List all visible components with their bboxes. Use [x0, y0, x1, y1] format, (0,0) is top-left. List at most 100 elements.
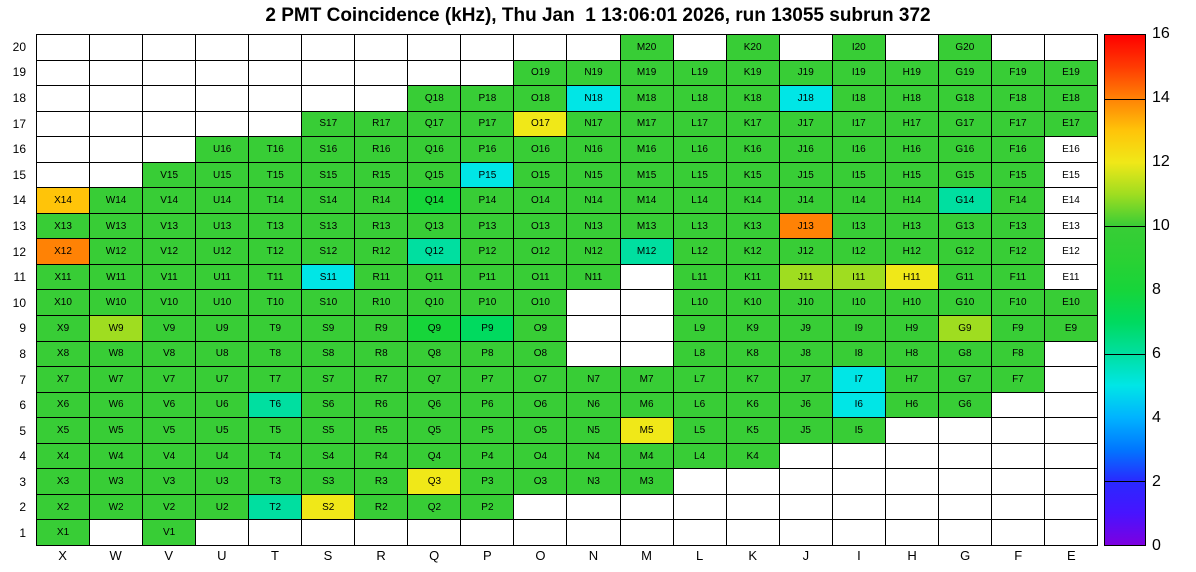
x-axis-label-R: R	[376, 548, 386, 563]
heatmap-cell-Q10: Q10	[408, 290, 461, 316]
x-axis-label-U: U	[217, 548, 227, 563]
heatmap-cell-W12: W12	[90, 239, 143, 264]
heatmap-cell-empty	[779, 469, 832, 494]
heatmap-cell-I10: I10	[832, 290, 885, 316]
heatmap-cell-V11: V11	[143, 264, 196, 290]
heatmap-cell-N19: N19	[567, 60, 620, 86]
heatmap-cell-F14: F14	[991, 188, 1044, 213]
heatmap-cell-empty	[514, 35, 567, 60]
x-axis-label-O: O	[535, 548, 546, 563]
heatmap-cell-P15: P15	[461, 162, 514, 188]
heatmap-cell-L8: L8	[673, 341, 726, 367]
heatmap-cell-P7: P7	[461, 367, 514, 392]
heatmap-cell-empty	[196, 111, 249, 137]
heatmap-cell-T14: T14	[249, 188, 302, 213]
colorbar-tick-line-14	[1105, 98, 1145, 100]
y-axis-label-1: 1	[19, 526, 26, 541]
y-axis-label-17: 17	[12, 116, 26, 131]
heatmap-cell-U6: U6	[196, 392, 249, 418]
heatmap-cell-S15: S15	[302, 162, 355, 188]
heatmap-cell-N7: N7	[567, 367, 620, 392]
heatmap-cell-Q3: Q3	[408, 469, 461, 494]
heatmap-cell-K4: K4	[726, 443, 779, 469]
heatmap-cell-empty	[991, 418, 1044, 443]
heatmap-cell-L10: L10	[673, 290, 726, 316]
heatmap-cell-S3: S3	[302, 469, 355, 494]
heatmap-cell-empty	[779, 494, 832, 520]
heatmap-cell-empty	[620, 520, 673, 545]
heatmap-cell-V12: V12	[143, 239, 196, 264]
heatmap-cell-N5: N5	[567, 418, 620, 443]
heatmap-cell-empty	[938, 520, 991, 545]
heatmap-cell-S9: S9	[302, 316, 355, 341]
heatmap-cell-P13: P13	[461, 213, 514, 239]
x-axis-label-H: H	[907, 548, 917, 563]
heatmap-cell-W7: W7	[90, 367, 143, 392]
heatmap-cell-V10: V10	[143, 290, 196, 316]
colorbar-tick-label-16: 16	[1152, 25, 1170, 42]
heatmap-cell-empty	[673, 520, 726, 545]
heatmap-cell-empty	[355, 60, 408, 86]
heatmap-cell-K11: K11	[726, 264, 779, 290]
heatmap-cell-O12: O12	[514, 239, 567, 264]
heatmap-cell-E14: E14	[1044, 188, 1097, 213]
y-axis-label-19: 19	[12, 65, 26, 80]
heatmap-cell-R6: R6	[355, 392, 408, 418]
heatmap-cell-empty	[991, 35, 1044, 60]
heatmap-cell-T11: T11	[249, 264, 302, 290]
heatmap-cell-X11: X11	[37, 264, 90, 290]
heatmap-cell-G8: G8	[938, 341, 991, 367]
heatmap-cell-T5: T5	[249, 418, 302, 443]
heatmap-cell-empty	[37, 162, 90, 188]
heatmap-cell-E16: E16	[1044, 137, 1097, 162]
heatmap-cell-K10: K10	[726, 290, 779, 316]
heatmap-cell-empty	[355, 35, 408, 60]
y-axis-label-15: 15	[12, 167, 26, 182]
heatmap-cell-empty	[832, 469, 885, 494]
x-axis-label-W: W	[109, 548, 122, 563]
heatmap-cell-V3: V3	[143, 469, 196, 494]
heatmap-cell-empty	[779, 35, 832, 60]
heatmap-cell-G11: G11	[938, 264, 991, 290]
heatmap-cell-G20: G20	[938, 35, 991, 60]
heatmap-cell-Q13: Q13	[408, 213, 461, 239]
heatmap-cell-K12: K12	[726, 239, 779, 264]
heatmap-cell-empty	[249, 60, 302, 86]
heatmap-cell-Q2: Q2	[408, 494, 461, 520]
heatmap-cell-empty	[514, 520, 567, 545]
heatmap-cell-K19: K19	[726, 60, 779, 86]
heatmap-cell-P3: P3	[461, 469, 514, 494]
heatmap-cell-P5: P5	[461, 418, 514, 443]
heatmap-cell-N15: N15	[567, 162, 620, 188]
heatmap-cell-F7: F7	[991, 367, 1044, 392]
y-axis-label-3: 3	[19, 474, 26, 489]
colorbar-tick-label-10: 10	[1152, 217, 1170, 234]
heatmap-cell-L13: L13	[673, 213, 726, 239]
colorbar-tick-label-6: 6	[1152, 345, 1161, 362]
chart-title: 2 PMT Coincidence (kHz), Thu Jan 1 13:06…	[265, 5, 931, 26]
heatmap-cell-F18: F18	[991, 86, 1044, 111]
heatmap-cell-Q9: Q9	[408, 316, 461, 341]
heatmap-cell-H8: H8	[885, 341, 938, 367]
heatmap-cell-M13: M13	[620, 213, 673, 239]
heatmap-cell-empty	[726, 494, 779, 520]
heatmap-cell-S12: S12	[302, 239, 355, 264]
heatmap-cell-empty	[249, 520, 302, 545]
heatmap-cell-I8: I8	[832, 341, 885, 367]
heatmap-cell-V14: V14	[143, 188, 196, 213]
heatmap-cell-R10: R10	[355, 290, 408, 316]
heatmap-cell-E19: E19	[1044, 60, 1097, 86]
x-axis-label-N: N	[588, 548, 599, 563]
heatmap-cell-empty	[938, 469, 991, 494]
heatmap-cell-L17: L17	[673, 111, 726, 137]
heatmap-cell-empty	[832, 443, 885, 469]
heatmap-cell-J7: J7	[779, 367, 832, 392]
heatmap-cell-empty	[90, 60, 143, 86]
heatmap-cell-V9: V9	[143, 316, 196, 341]
heatmap-grid: M20 K20 I20 G20 O19 N19 M19 L19 K19 J19 I19 H19 G19 F…	[36, 34, 1098, 546]
heatmap-cell-H16: H16	[885, 137, 938, 162]
heatmap-cell-empty	[90, 520, 143, 545]
heatmap-cell-U8: U8	[196, 341, 249, 367]
heatmap-cell-N11: N11	[567, 264, 620, 290]
